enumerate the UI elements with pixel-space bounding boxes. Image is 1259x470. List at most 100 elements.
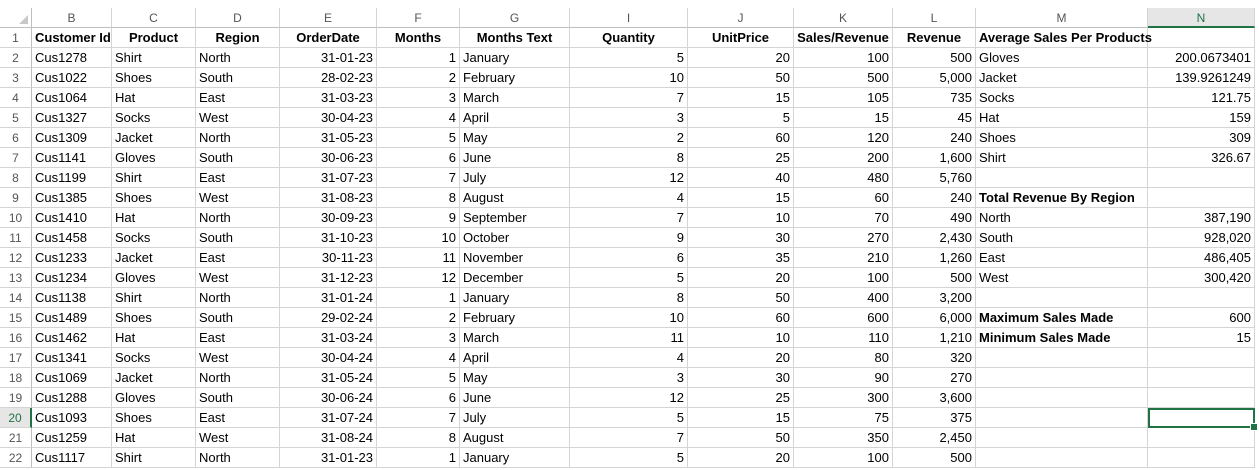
grid-cell[interactable]: Jacket	[112, 248, 196, 268]
grid-cell[interactable]: West	[196, 108, 280, 128]
select-all-corner[interactable]	[0, 8, 32, 28]
grid-cell[interactable]: 30-04-24	[280, 348, 377, 368]
grid-cell[interactable]: 45	[893, 108, 976, 128]
grid-cell[interactable]: 2,430	[893, 228, 976, 248]
grid-cell[interactable]: Gloves	[976, 48, 1148, 68]
column-header-l[interactable]: L	[893, 8, 976, 28]
fill-handle[interactable]	[1250, 423, 1258, 431]
grid-cell[interactable]: 4	[377, 348, 460, 368]
grid-cell[interactable]: East	[976, 248, 1148, 268]
grid-cell[interactable]: 30-06-24	[280, 388, 377, 408]
row-number[interactable]: 10	[0, 208, 32, 228]
grid-cell[interactable]: 20	[688, 348, 794, 368]
grid-cell[interactable]: 600	[1148, 308, 1255, 328]
grid-cell[interactable]: East	[196, 168, 280, 188]
header-cell[interactable]: Sales/Revenue	[794, 28, 893, 48]
grid-cell[interactable]: Socks	[976, 88, 1148, 108]
grid-cell[interactable]: Cus1309	[32, 128, 112, 148]
grid-cell[interactable]: Gloves	[112, 148, 196, 168]
grid-cell[interactable]: 7	[570, 88, 688, 108]
grid-cell[interactable]: June	[460, 148, 570, 168]
grid-cell[interactable]: 11	[377, 248, 460, 268]
row-number[interactable]: 5	[0, 108, 32, 128]
row-number[interactable]: 1	[0, 28, 32, 48]
header-cell[interactable]: Customer Id	[32, 28, 112, 48]
grid-cell[interactable]: January	[460, 288, 570, 308]
grid-cell[interactable]: 500	[794, 68, 893, 88]
grid-cell[interactable]: Cus1199	[32, 168, 112, 188]
grid-cell[interactable]: 309	[1148, 128, 1255, 148]
grid-cell[interactable]: September	[460, 208, 570, 228]
grid-cell[interactable]: 3,200	[893, 288, 976, 308]
grid-cell[interactable]: December	[460, 268, 570, 288]
row-number[interactable]: 9	[0, 188, 32, 208]
grid-cell[interactable]: 30-06-23	[280, 148, 377, 168]
grid-cell[interactable]	[976, 288, 1148, 308]
grid-cell[interactable]: 6	[377, 388, 460, 408]
grid-cell[interactable]: 9	[570, 228, 688, 248]
grid-cell[interactable]: West	[196, 428, 280, 448]
grid-cell[interactable]: Socks	[112, 108, 196, 128]
grid-cell[interactable]: March	[460, 88, 570, 108]
grid-cell[interactable]: 10	[688, 208, 794, 228]
grid-cell[interactable]: 31-07-23	[280, 168, 377, 188]
grid-cell[interactable]: Cus1278	[32, 48, 112, 68]
grid-cell[interactable]: 31-12-23	[280, 268, 377, 288]
grid-cell[interactable]: 3	[570, 368, 688, 388]
grid-cell[interactable]: 3	[377, 88, 460, 108]
grid-cell[interactable]: 10	[570, 68, 688, 88]
grid-cell[interactable]: West	[196, 188, 280, 208]
grid-cell[interactable]: Cus1341	[32, 348, 112, 368]
grid-cell[interactable]: Jacket	[112, 368, 196, 388]
grid-cell[interactable]: South	[196, 308, 280, 328]
grid-cell[interactable]: Socks	[112, 348, 196, 368]
grid-cell[interactable]: Shoes	[112, 408, 196, 428]
grid-cell[interactable]: 50	[688, 68, 794, 88]
row-number[interactable]: 2	[0, 48, 32, 68]
row-number[interactable]: 18	[0, 368, 32, 388]
column-header-d[interactable]: D	[196, 8, 280, 28]
column-header-f[interactable]: F	[377, 8, 460, 28]
grid-cell[interactable]: 110	[794, 328, 893, 348]
grid-cell[interactable]: 31-07-24	[280, 408, 377, 428]
grid-cell[interactable]: 28-02-23	[280, 68, 377, 88]
grid-cell[interactable]: 20	[688, 48, 794, 68]
row-number[interactable]: 12	[0, 248, 32, 268]
grid-cell[interactable]: East	[196, 328, 280, 348]
grid-cell[interactable]: 7	[377, 408, 460, 428]
row-number[interactable]: 19	[0, 388, 32, 408]
grid-cell[interactable]: 29-02-24	[280, 308, 377, 328]
grid-cell[interactable]: 15	[688, 88, 794, 108]
row-number[interactable]: 14	[0, 288, 32, 308]
grid-cell[interactable]: 40	[688, 168, 794, 188]
grid-cell[interactable]: April	[460, 108, 570, 128]
grid-cell[interactable]: Cus1259	[32, 428, 112, 448]
grid-cell[interactable]	[1148, 188, 1255, 208]
grid-cell[interactable]: Shoes	[112, 68, 196, 88]
grid-cell[interactable]: 490	[893, 208, 976, 228]
grid-cell[interactable]: 4	[570, 348, 688, 368]
row-number[interactable]: 11	[0, 228, 32, 248]
grid-cell[interactable]: Jacket	[976, 68, 1148, 88]
grid-cell[interactable]: Cus1233	[32, 248, 112, 268]
grid-cell[interactable]: East	[196, 88, 280, 108]
grid-cell[interactable]: North	[196, 128, 280, 148]
grid-cell[interactable]	[1148, 288, 1255, 308]
grid-cell[interactable]: 600	[794, 308, 893, 328]
grid-cell[interactable]: 486,405	[1148, 248, 1255, 268]
grid-cell[interactable]: 9	[377, 208, 460, 228]
grid-cell[interactable]: 120	[794, 128, 893, 148]
grid-cell[interactable]: 300	[794, 388, 893, 408]
grid-cell[interactable]: 3	[570, 108, 688, 128]
grid-cell[interactable]: Jacket	[112, 128, 196, 148]
grid-cell[interactable]: July	[460, 168, 570, 188]
grid-cell[interactable]: 31-01-24	[280, 288, 377, 308]
grid-cell[interactable]: 5	[377, 368, 460, 388]
grid-cell[interactable]: 10	[377, 228, 460, 248]
grid-cell[interactable]: 31-03-24	[280, 328, 377, 348]
header-cell[interactable]: Product	[112, 28, 196, 48]
grid-cell[interactable]: 5	[570, 448, 688, 468]
grid-cell[interactable]: 31-01-23	[280, 48, 377, 68]
grid-cell[interactable]: 5,000	[893, 68, 976, 88]
grid-cell[interactable]: October	[460, 228, 570, 248]
